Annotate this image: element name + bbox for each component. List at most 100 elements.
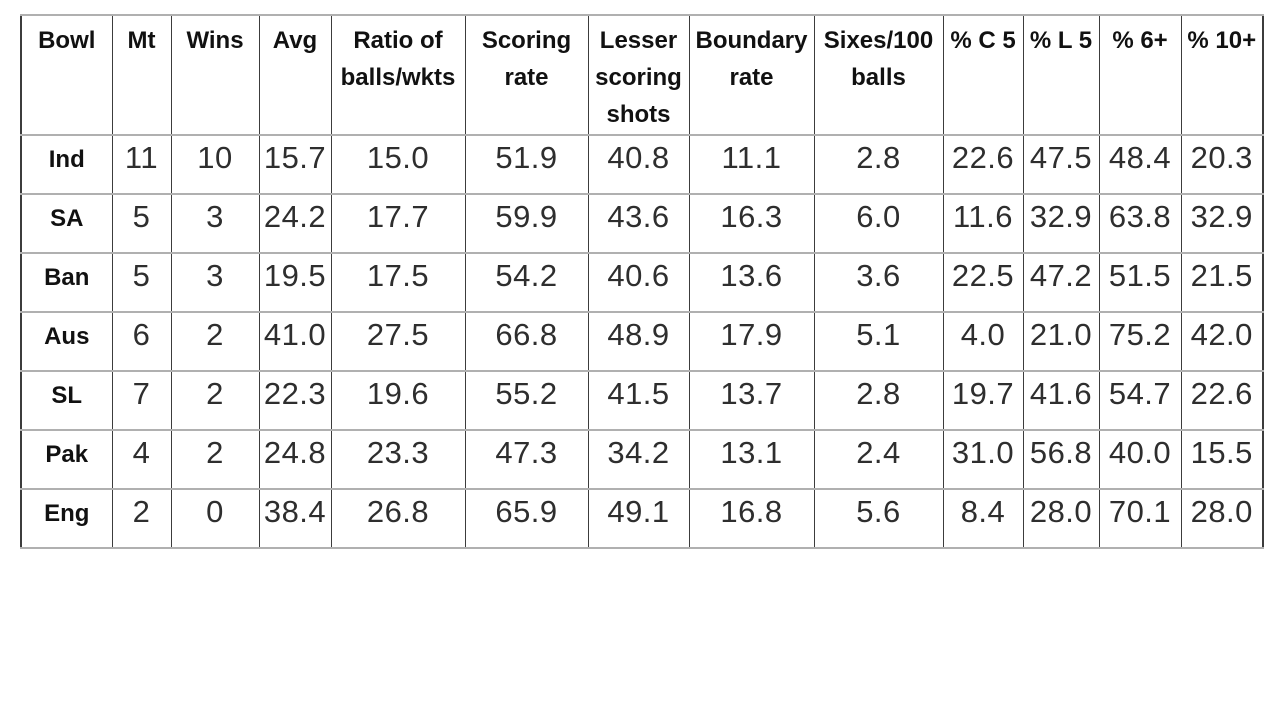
table-cell: 17.7: [330, 192, 466, 254]
table-cell: 40.6: [587, 251, 690, 313]
row-label: SL: [20, 369, 113, 431]
row-label: SA: [20, 192, 113, 254]
table-cell: 13.7: [688, 369, 815, 431]
table-cell: 2.4: [813, 428, 944, 490]
table-cell: 24.2: [258, 192, 332, 254]
table-cell: 2: [111, 487, 172, 549]
table-cell: 59.9: [464, 192, 589, 254]
table-cell: 21.5: [1180, 251, 1264, 313]
column-header-6: % 6+: [1098, 14, 1182, 136]
table-cell: 5: [111, 192, 172, 254]
table-cell: 54.7: [1098, 369, 1182, 431]
table-cell: 41.5: [587, 369, 690, 431]
table-cell: 6: [111, 310, 172, 372]
table-cell: 47.5: [1022, 133, 1100, 195]
table-cell: 11.6: [942, 192, 1024, 254]
table-cell: 13.1: [688, 428, 815, 490]
column-header-bowl: Bowl: [20, 14, 113, 136]
table-cell: 47.2: [1022, 251, 1100, 313]
table-cell: 5.6: [813, 487, 944, 549]
table-cell: 49.1: [587, 487, 690, 549]
column-header-sixes-100-balls: Sixes/100 balls: [813, 14, 944, 136]
column-header-avg: Avg: [258, 14, 332, 136]
row-label: Pak: [20, 428, 113, 490]
table-cell: 65.9: [464, 487, 589, 549]
table-cell: 48.4: [1098, 133, 1182, 195]
table-row-ban: Ban 5 3 19.5 17.5 54.2 40.6 13.6 3.6 22.5 47.2 51.5…: [20, 251, 1264, 313]
table-cell: 22.6: [1180, 369, 1264, 431]
column-header-mt: Mt: [111, 14, 172, 136]
table-cell: 19.5: [258, 251, 332, 313]
table-cell: 17.5: [330, 251, 466, 313]
table-cell: 13.6: [688, 251, 815, 313]
table-cell: 26.8: [330, 487, 466, 549]
column-header-wins: Wins: [170, 14, 260, 136]
table-cell: 75.2: [1098, 310, 1182, 372]
row-label: Ind: [20, 133, 113, 195]
table-body: Ind 11 10 15.7 15.0 51.9 40.8 11.1 2.8 22.6 47.5 48…: [20, 133, 1264, 549]
table-cell: 15.7: [258, 133, 332, 195]
table-row-ind: Ind 11 10 15.7 15.0 51.9 40.8 11.1 2.8 22.6 47.5 48…: [20, 133, 1264, 195]
table-row-eng: Eng 2 0 38.4 26.8 65.9 49.1 16.8 5.6 8.4 28.0 70.1 2…: [20, 487, 1264, 549]
column-header-boundary-rate: Boundary rate: [688, 14, 815, 136]
table-cell: 27.5: [330, 310, 466, 372]
table-cell: 48.9: [587, 310, 690, 372]
table-cell: 17.9: [688, 310, 815, 372]
table-cell: 19.6: [330, 369, 466, 431]
table-cell: 54.2: [464, 251, 589, 313]
table-cell: 16.8: [688, 487, 815, 549]
table-cell: 24.8: [258, 428, 332, 490]
table-cell: 28.0: [1022, 487, 1100, 549]
table-cell: 66.8: [464, 310, 589, 372]
table-cell: 6.0: [813, 192, 944, 254]
row-label: Aus: [20, 310, 113, 372]
table-cell: 7: [111, 369, 172, 431]
table-cell: 32.9: [1180, 192, 1264, 254]
row-label: Ban: [20, 251, 113, 313]
table-cell: 2.8: [813, 369, 944, 431]
table-cell: 22.6: [942, 133, 1024, 195]
table-cell: 32.9: [1022, 192, 1100, 254]
column-header-10: % 10+: [1180, 14, 1264, 136]
column-header-ratio-of-balls-wkts: Ratio of balls/wkts: [330, 14, 466, 136]
table-cell: 31.0: [942, 428, 1024, 490]
table-cell: 11.1: [688, 133, 815, 195]
table-cell: 2: [170, 310, 260, 372]
table-cell: 5: [111, 251, 172, 313]
stats-table: Bowl Mt Wins Avg Ratio of balls/wkts Scoring …: [20, 14, 1264, 549]
table-cell: 42.0: [1180, 310, 1264, 372]
table-cell: 16.3: [688, 192, 815, 254]
table-cell: 47.3: [464, 428, 589, 490]
table-cell: 4: [111, 428, 172, 490]
table-cell: 34.2: [587, 428, 690, 490]
table-cell: 0: [170, 487, 260, 549]
table-cell: 23.3: [330, 428, 466, 490]
table-cell: 2.8: [813, 133, 944, 195]
table-row-sl: SL 7 2 22.3 19.6 55.2 41.5 13.7 2.8 19.7 41.6 54.7 2…: [20, 369, 1264, 431]
table-cell: 41.0: [258, 310, 332, 372]
header-row: Bowl Mt Wins Avg Ratio of balls/wkts Scoring …: [20, 14, 1264, 136]
table-cell: 38.4: [258, 487, 332, 549]
table-cell: 70.1: [1098, 487, 1182, 549]
row-label: Eng: [20, 487, 113, 549]
table-cell: 22.3: [258, 369, 332, 431]
table-cell: 51.5: [1098, 251, 1182, 313]
column-header-lesser-scoring-shots: Lesser scoring shots: [587, 14, 690, 136]
column-header-l-5: % L 5: [1022, 14, 1100, 136]
table-cell: 10: [170, 133, 260, 195]
table-cell: 15.0: [330, 133, 466, 195]
table-row-pak: Pak 4 2 24.8 23.3 47.3 34.2 13.1 2.4 31.0 56.8 40.0…: [20, 428, 1264, 490]
table-cell: 56.8: [1022, 428, 1100, 490]
table-cell: 2: [170, 428, 260, 490]
column-header-c-5: % C 5: [942, 14, 1024, 136]
table-cell: 28.0: [1180, 487, 1264, 549]
table-cell: 3: [170, 192, 260, 254]
table-row-sa: SA 5 3 24.2 17.7 59.9 43.6 16.3 6.0 11.6 32.9 63.8 3…: [20, 192, 1264, 254]
table-cell: 20.3: [1180, 133, 1264, 195]
table-cell: 15.5: [1180, 428, 1264, 490]
table-cell: 3: [170, 251, 260, 313]
table-cell: 2: [170, 369, 260, 431]
table-cell: 11: [111, 133, 172, 195]
table-cell: 51.9: [464, 133, 589, 195]
